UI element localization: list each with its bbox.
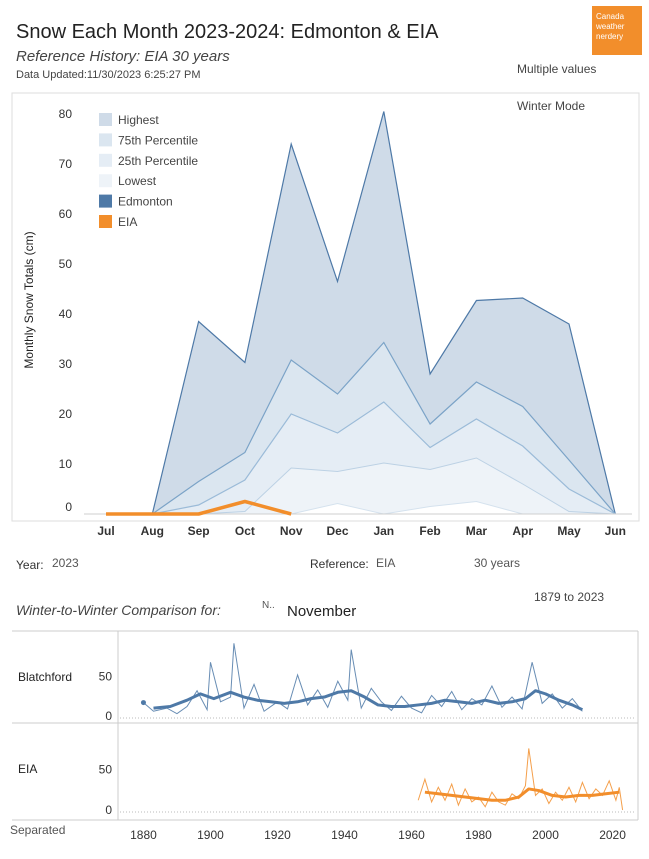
comparison-month: November: [287, 603, 357, 620]
x-tick-label: 1920: [264, 828, 291, 842]
x-tick-label: Apr: [512, 524, 533, 538]
year-filter-value[interactable]: 2023: [52, 556, 79, 570]
x-tick-label: Feb: [419, 524, 440, 538]
legend-item: 75th Percentile: [118, 133, 198, 147]
legend-swatch: [99, 194, 112, 208]
smoothed-series-line: [153, 689, 584, 712]
y-tick-label: 0: [65, 500, 72, 514]
winter-mode-toggle[interactable]: Winter Mode: [517, 99, 585, 113]
x-tick-label: 1880: [130, 828, 157, 842]
multiple-values-filter[interactable]: Multiple values: [517, 62, 597, 76]
logo[interactable]: Canada weather nerdery: [592, 6, 642, 55]
y-tick-label: 40: [59, 307, 73, 321]
band-75th-percentile: [106, 342, 616, 514]
x-tick-label: Nov: [280, 524, 303, 538]
raw-series-line: [143, 643, 583, 715]
panel-label-eia: EIA: [18, 762, 37, 776]
x-tick-label: 2000: [532, 828, 559, 842]
x-tick-label: Oct: [235, 524, 255, 538]
y-tick-label: 20: [59, 407, 73, 421]
legend-item: 25th Percentile: [118, 154, 198, 168]
y-tick-label: 50: [99, 670, 113, 684]
reference-years-value[interactable]: 30 years: [474, 556, 521, 570]
eia-line: [106, 499, 292, 516]
y-tick-label: 10: [59, 457, 73, 471]
x-tick-label: 1940: [331, 828, 358, 842]
x-tick-label: 1960: [398, 828, 425, 842]
winter-comparison-chart: Blatchford EIA 0 50 0 50 1880 1900 1920 1940 19…: [12, 630, 639, 842]
y-tick-label: 60: [59, 207, 73, 221]
line-75th-percentile: [106, 341, 616, 515]
panel-label-blatchford: Blatchford: [18, 670, 72, 684]
comparison-label: Winter-to-Winter Comparison for:: [16, 602, 221, 618]
x-tick-label: Aug: [141, 524, 164, 538]
legend-swatch: [99, 153, 112, 167]
year-filter-label: Year:: [16, 558, 44, 572]
line-highest: [106, 111, 616, 515]
data-point: [140, 700, 146, 706]
data-updated-text: Data Updated:11/30/2023 6:25:27 PM: [16, 69, 201, 81]
y-tick-label: 50: [99, 763, 113, 777]
x-tick-label: 1900: [197, 828, 224, 842]
logo-line: nerdery: [596, 32, 624, 41]
legend-swatch: [99, 215, 112, 228]
page-title: Snow Each Month 2023-2024: Edmonton & EI…: [16, 21, 439, 43]
x-tick-label: Dec: [326, 524, 348, 538]
line-25th-percentile: [106, 401, 616, 515]
comparison-range[interactable]: 1879 to 2023: [534, 590, 605, 604]
band-25th-percentile: [106, 402, 616, 514]
x-tick-label: Jan: [373, 524, 394, 538]
band-highest: [106, 111, 616, 514]
legend-item: Edmonton: [118, 195, 173, 209]
y-tick-label: 80: [59, 107, 73, 121]
monthly-snow-chart: Winter Mode Monthly Snow Totals (cm) 0 10…: [11, 92, 640, 538]
reference-filter-label: Reference:: [310, 557, 369, 571]
x-tick-label: Sep: [188, 524, 210, 538]
y-tick-label: 0: [105, 803, 112, 817]
legend-item: Highest: [118, 113, 159, 127]
band-lowest: [106, 458, 616, 514]
legend-swatch: [99, 174, 112, 188]
x-tick-label: 2020: [599, 828, 626, 842]
reference-filter-value[interactable]: EIA: [376, 556, 396, 570]
logo-line: Canada: [596, 12, 625, 21]
logo-line: weather: [596, 22, 625, 31]
x-tick-label: 1980: [465, 828, 492, 842]
legend-item: EIA: [118, 215, 137, 229]
legend-swatch: [99, 133, 112, 147]
legend-item: Lowest: [118, 174, 157, 188]
separated-toggle[interactable]: Separated: [10, 823, 66, 837]
x-tick-label: Jun: [605, 524, 626, 538]
y-tick-label: 0: [105, 709, 112, 723]
legend-swatch: [99, 113, 112, 126]
y-axis-label: Monthly Snow Totals (cm): [22, 231, 36, 368]
x-tick-label: Jul: [97, 524, 114, 538]
comparison-month-filter[interactable]: N..: [262, 600, 275, 611]
x-tick-label: May: [557, 524, 581, 538]
y-tick-label: 50: [59, 257, 73, 271]
smoothed-series-line: [424, 787, 620, 802]
page-subtitle: Reference History: EIA 30 years: [16, 48, 230, 65]
y-tick-label: 30: [59, 357, 73, 371]
chart-frame: [11, 92, 640, 522]
x-tick-label: Mar: [466, 524, 488, 538]
raw-series-line: [417, 748, 624, 811]
y-tick-label: 70: [59, 157, 73, 171]
